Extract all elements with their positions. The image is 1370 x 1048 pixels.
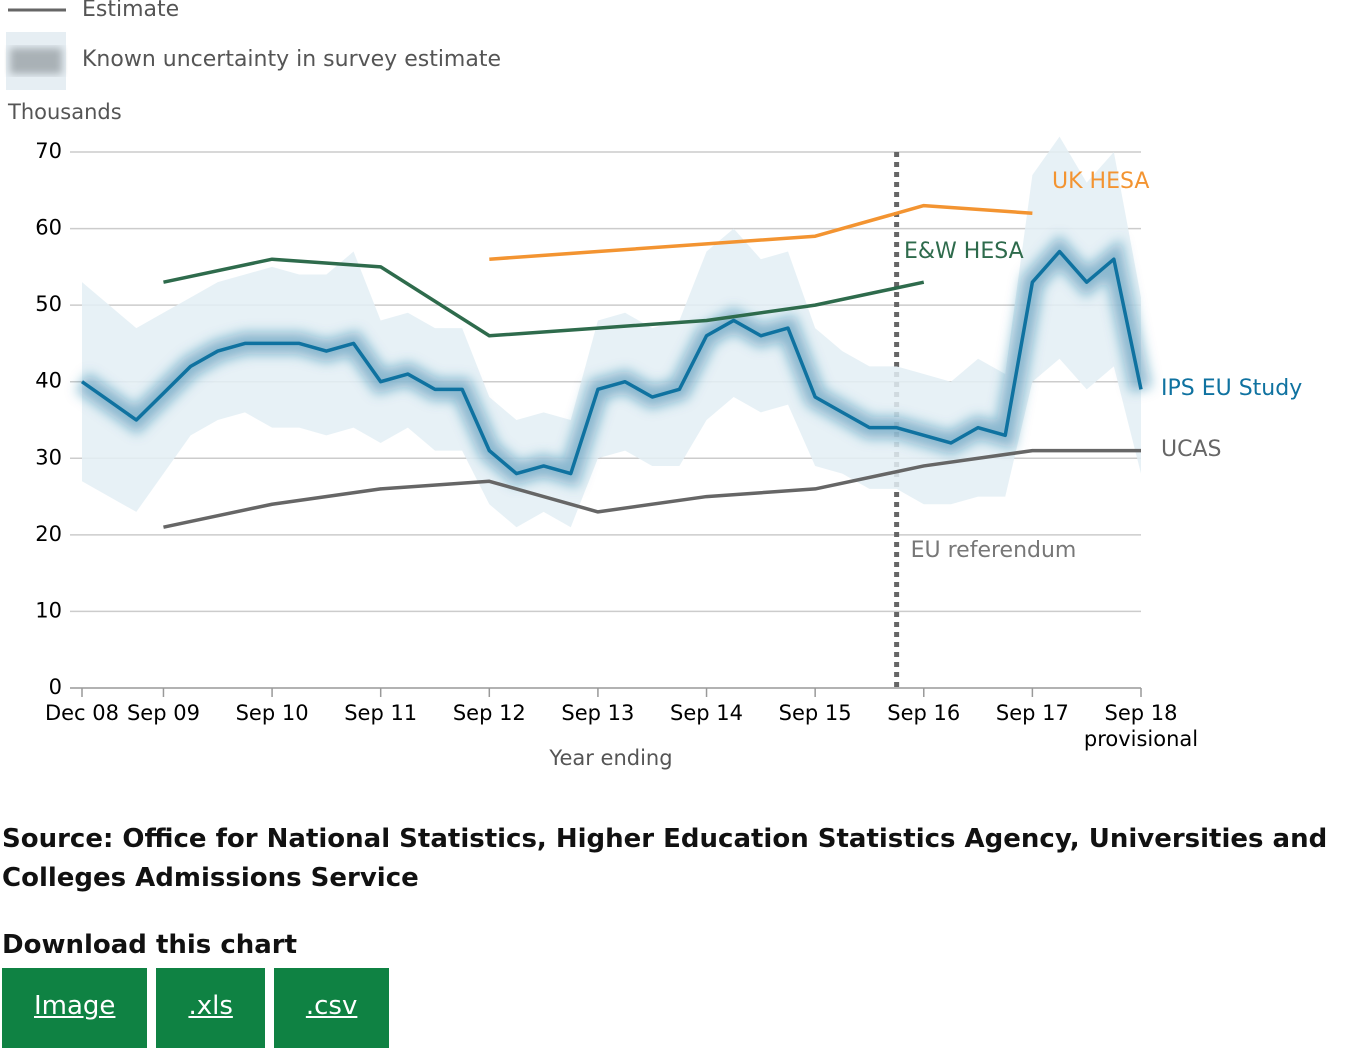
- legend-label: Known uncertainty in survey estimate: [82, 47, 501, 72]
- y-tick-label: 30: [35, 445, 62, 469]
- x-tick-label: Sep 09: [127, 701, 200, 725]
- series-label: UK HESA: [1052, 169, 1149, 194]
- download-button[interactable]: Image: [2, 968, 148, 1048]
- download-buttons: Image .xls .csv: [2, 968, 390, 1048]
- x-tick-label: Sep 18: [1105, 701, 1178, 725]
- series-label: UCAS: [1161, 437, 1221, 462]
- x-tick-label: Sep 15: [779, 701, 852, 725]
- x-tick-label: Sep 10: [236, 701, 309, 725]
- y-tick-label: 60: [35, 216, 62, 240]
- x-tick-label: Sep 16: [887, 701, 960, 725]
- annotation: EU referendum: [911, 538, 1077, 563]
- y-tick-label: 10: [35, 598, 62, 622]
- x-tick-label: Sep 11: [344, 701, 417, 725]
- x-tick-label: Dec 08: [45, 701, 119, 725]
- x-tick-label: Sep 14: [670, 701, 743, 725]
- series-line: [163, 257, 925, 338]
- legend-label: Estimate: [82, 0, 179, 22]
- x-tick-note: provisional: [1084, 727, 1198, 751]
- y-tick-label: 50: [35, 292, 62, 316]
- chart: Estimate Known uncertainty in survey est…: [6, 0, 1302, 770]
- series-line: [489, 203, 1033, 261]
- x-tick-label: Sep 13: [561, 701, 634, 725]
- y-tick-label: 20: [35, 522, 62, 546]
- y-axis-title: Thousands: [7, 100, 122, 124]
- series-label: IPS EU Study: [1161, 376, 1302, 401]
- uncertainty-band: [82, 136, 1141, 528]
- series-line: [163, 448, 1141, 529]
- y-tick-label: 70: [35, 139, 62, 163]
- x-tick-label: Sep 12: [453, 701, 526, 725]
- y-tick-label: 40: [35, 369, 62, 393]
- download-button[interactable]: .csv: [273, 968, 390, 1048]
- legend-swatch-inner: [10, 48, 62, 74]
- source: Source: Office for National Statistics, …: [2, 824, 1328, 893]
- download-title: Download this chart: [2, 930, 298, 960]
- series-label: E&W HESA: [904, 239, 1024, 264]
- y-tick-label: 0: [49, 675, 62, 699]
- x-axis-title: Year ending: [548, 746, 672, 770]
- download-button[interactable]: .xls: [156, 968, 265, 1048]
- series-line: [80, 249, 1143, 476]
- x-tick-label: Sep 17: [996, 701, 1069, 725]
